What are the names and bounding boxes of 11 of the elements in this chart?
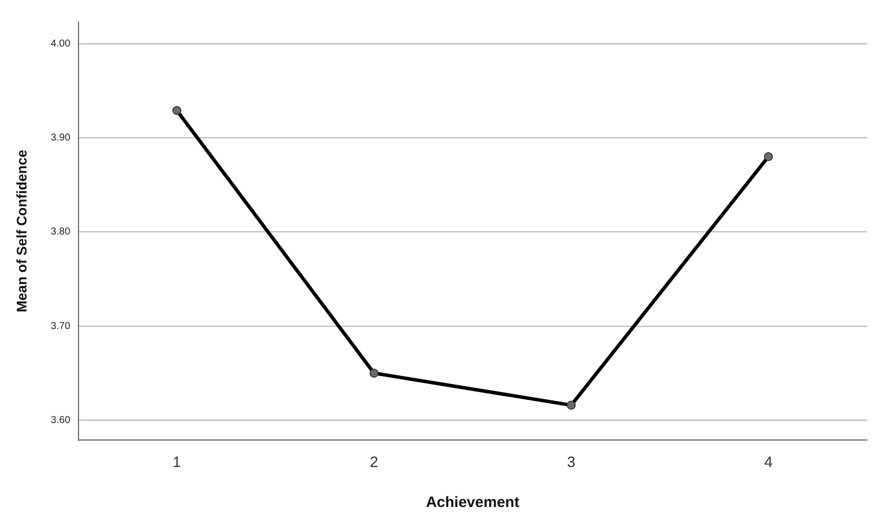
y-tick-label: 3.60 xyxy=(50,414,71,426)
x-tick-label: 1 xyxy=(172,454,182,472)
y-axis-title: Mean of Self Confidence xyxy=(13,150,30,312)
y-tick-label: 3.70 xyxy=(50,320,71,332)
y-tick-label: 4.00 xyxy=(50,38,71,50)
x-tick-label: 3 xyxy=(567,454,576,472)
x-tick-label: 4 xyxy=(764,454,773,472)
x-axis-title: Achievement xyxy=(426,494,520,512)
y-tick-label: 3.80 xyxy=(50,226,71,238)
y-tick-label: 3.90 xyxy=(50,132,71,144)
x-tick-label: 2 xyxy=(370,454,378,472)
